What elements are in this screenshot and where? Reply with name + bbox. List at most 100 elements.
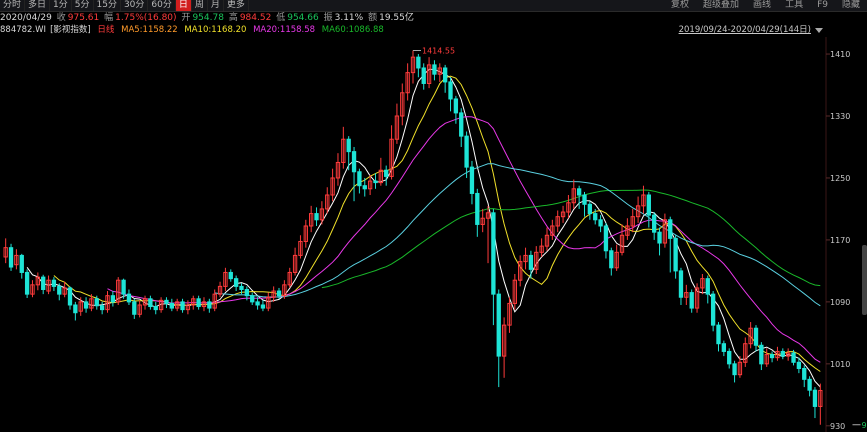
candle-body: [802, 367, 807, 380]
amount-value: 19.55亿: [379, 13, 414, 23]
candle-body: [523, 254, 528, 263]
tab-period-7[interactable]: 日: [175, 0, 192, 11]
candle-body: [410, 56, 416, 74]
candle-body: [389, 138, 394, 177]
tab-period-4[interactable]: 15分: [94, 0, 121, 11]
candle-body: [373, 180, 378, 184]
y-tick-label: 1250: [830, 174, 850, 183]
kline-type: 日线: [97, 25, 115, 35]
y-tick-label: 1090: [830, 298, 850, 307]
candle-body: [126, 293, 132, 303]
candle-body: [732, 363, 737, 376]
tab-period-0[interactable]: 分时: [0, 0, 26, 11]
candle-body: [641, 194, 646, 207]
high-value: 984.52: [239, 13, 272, 23]
candle-body: [780, 350, 785, 357]
candle-body: [266, 296, 271, 309]
candle-body: [89, 298, 94, 309]
candle-body: [260, 304, 266, 309]
candle-body: [491, 212, 496, 295]
amount-label: 额: [368, 13, 378, 23]
candle-body: [244, 288, 250, 297]
index-name: [影视指数]: [50, 25, 91, 35]
candle-body: [807, 378, 812, 391]
tool-button-4[interactable]: F9: [817, 0, 828, 10]
candle-body: [271, 290, 276, 298]
close-value: 975.61: [67, 13, 100, 23]
candle-body: [384, 169, 389, 177]
candle-body: [287, 271, 292, 286]
candle-body: [303, 225, 308, 242]
date-range-selector[interactable]: 2019/09/24-2020/04/29(144日): [679, 25, 823, 36]
quote-bar: 2020/04/29 收 975.61 幅 1.75%(16.80) 开 954.78…: [0, 12, 416, 24]
tab-period-6[interactable]: 60分: [148, 0, 176, 11]
candle-body: [534, 251, 539, 270]
tool-button-3[interactable]: 工具: [785, 0, 804, 10]
candle-body: [727, 350, 732, 365]
candle-body: [673, 237, 678, 272]
candle-body: [314, 213, 319, 221]
candle-body: [153, 306, 158, 311]
tool-button-0[interactable]: 复权: [671, 0, 690, 10]
candle-body: [786, 352, 791, 357]
candle-body: [51, 279, 57, 287]
candle-body: [791, 352, 796, 363]
candle-body: [14, 254, 19, 266]
candle-body: [812, 389, 818, 407]
candle-body: [3, 247, 8, 258]
low-value: 954.66: [287, 13, 319, 23]
tab-period-8[interactable]: 周: [192, 0, 208, 11]
tool-button-5[interactable]: 隐藏: [841, 0, 860, 10]
candle-body: [603, 225, 609, 252]
candle-body: [496, 293, 501, 357]
annotation-label: 1414.55: [422, 47, 455, 56]
chart-tools: 复权 超级叠加 画线 工具 F9 隐藏: [664, 0, 867, 11]
tab-period-1[interactable]: 多日: [25, 0, 51, 11]
tab-period-3[interactable]: 5分: [72, 0, 94, 11]
y-tick-label: 1410: [830, 50, 850, 59]
candle-body: [716, 324, 721, 345]
candle-body: [250, 295, 255, 303]
candle-body: [276, 290, 282, 297]
date-range-label: 2019/09/24-2020/04/29(144日): [678, 25, 811, 35]
candle-body: [769, 354, 775, 359]
candle-body: [142, 298, 148, 306]
candle-body: [432, 64, 437, 75]
candle-body: [8, 247, 14, 268]
candle-body: [83, 301, 89, 309]
candle-body: [625, 225, 630, 236]
candle-body: [748, 327, 753, 345]
tab-period-9[interactable]: 月: [208, 0, 224, 11]
candle-body: [298, 240, 303, 256]
candle-body: [512, 279, 517, 304]
candle-body: [346, 138, 351, 153]
candle-body: [710, 293, 716, 326]
ma10-line: [53, 75, 821, 372]
candle-body: [630, 216, 635, 227]
candle-body: [796, 361, 802, 369]
open-label: 开: [181, 13, 191, 23]
candle-body: [619, 234, 625, 253]
candle-body: [180, 301, 185, 311]
candle-body: [217, 285, 223, 295]
tab-period-10[interactable]: 更多: [224, 0, 249, 11]
candle-body: [110, 295, 116, 303]
candlestick-chart[interactable]: 1410 1330 1250 1170 1090 1010 930 1414.55 931.36: [0, 37, 867, 432]
tab-period-5[interactable]: 30分: [121, 0, 149, 11]
candle-body: [705, 278, 710, 295]
candle-body: [646, 194, 651, 216]
candle-body: [362, 185, 367, 190]
tool-button-2[interactable]: 画线: [753, 0, 772, 10]
candle-body: [614, 251, 619, 269]
scrollbar[interactable]: [862, 245, 867, 315]
candle-body: [137, 304, 142, 315]
candle-body: [501, 324, 507, 357]
candle-body: [367, 180, 373, 190]
candle-body: [464, 135, 469, 168]
tab-period-2[interactable]: 1分: [50, 0, 72, 11]
candle-body: [41, 276, 46, 290]
candle-body: [775, 350, 780, 359]
high-label: 高: [228, 13, 238, 23]
candle-body: [426, 64, 432, 84]
tool-button-1[interactable]: 超级叠加: [703, 0, 740, 10]
